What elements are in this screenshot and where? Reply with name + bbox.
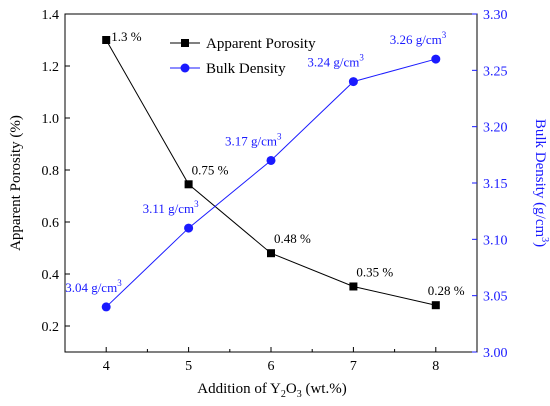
porosity-marker [267,249,275,258]
right-axis: 3.00 3.05 3.10 3.15 3.20 3.25 3.30 [472,8,508,361]
x-axis-label-suffix: (wt.%) [302,381,347,397]
y-tick-label: 0.4 [42,268,60,283]
density-data-label: 3.24 g/cm3 [307,53,364,70]
porosity-data-label: 0.35 % [356,264,393,279]
density-data-label-sup: 3 [442,30,447,40]
porosity-data-label: 0.28 % [428,283,465,298]
x-tick-label: 7 [350,359,357,374]
density-data-label-main: 3.11 g/cm [143,201,195,216]
legend: Apparent Porosity Bulk Density [170,36,316,77]
y2-axis-label-end: ) [532,242,548,247]
y2-tick-label: 3.30 [483,8,508,23]
x-axis-label: Addition of Y2O3 (wt.%) [197,381,346,400]
porosity-data-label: 0.48 % [274,231,311,246]
x-axis-label-prefix: Addition of Y [197,381,281,397]
density-marker [348,77,358,87]
y2-tick-label: 3.15 [483,177,508,192]
density-data-label: 3.11 g/cm3 [143,199,200,216]
y2-axis-label: Bulk Density (g/cm3) [532,119,550,247]
y-tick-label: 0.8 [42,164,60,179]
y-axis-label: Apparent Porosity (%) [8,115,24,251]
density-marker [184,223,194,233]
y2-tick-label: 3.25 [483,64,508,79]
porosity-marker [184,180,193,189]
legend-porosity-label: Apparent Porosity [206,36,316,52]
porosity-marker [431,301,440,310]
x-axis-label-mid: O [286,381,297,397]
legend-density-marker [180,63,190,73]
x-tick-label: 8 [432,359,439,374]
y2-tick-label: 3.20 [483,121,508,136]
density-data-label-main: 3.04 g/cm [65,280,117,295]
density-marker [101,302,111,312]
y2-tick-label: 3.00 [483,346,508,361]
left-axis: 0.2 0.4 0.6 0.8 1.0 1.2 1.4 [42,8,70,335]
legend-porosity-marker [181,39,189,47]
density-data-label: 3.04 g/cm3 [65,278,122,295]
x-axis-label-sub1: 2 [281,389,286,400]
porosity-marker [102,36,111,44]
density-data-label: 3.17 g/cm3 [225,131,282,148]
porosity-data-label: 1.3 % [111,29,142,44]
density-marker [431,54,441,64]
density-data-label-main: 3.17 g/cm [225,133,277,148]
density-marker [266,155,276,165]
series-layer: 1.3 %0.75 %0.48 %0.35 %0.28 %3.04 g/cm33… [65,29,465,312]
y2-axis-label-sup: 3 [539,237,550,242]
x-tick-label: 6 [268,359,275,374]
x-tick-label: 5 [185,359,192,374]
density-data-label-main: 3.24 g/cm [307,55,359,70]
y-tick-label: 1.4 [42,8,60,23]
porosity-data-label: 0.75 % [192,162,229,177]
y-tick-label: 1.0 [42,112,60,127]
x-tick-label: 4 [103,359,110,374]
y2-axis-label-main: Bulk Density (g/cm [532,119,548,238]
y-tick-label: 1.2 [42,60,60,75]
legend-density-label: Bulk Density [206,61,286,77]
y2-tick-label: 3.10 [483,233,508,248]
x-axis-label-sub2: 3 [297,389,302,400]
density-data-label-sup: 3 [117,278,122,288]
density-data-label-sup: 3 [359,53,364,63]
x-axis: 4 5 6 7 8 [64,347,478,374]
density-data-label: 3.26 g/cm3 [390,30,447,47]
density-data-label-main: 3.26 g/cm [390,32,442,47]
density-data-label-sup: 3 [194,199,199,209]
density-data-label-sup: 3 [277,131,282,141]
y-tick-label: 0.6 [42,216,60,231]
y-tick-label: 0.2 [42,320,60,335]
porosity-marker [349,282,358,291]
y2-tick-label: 3.05 [483,290,508,305]
